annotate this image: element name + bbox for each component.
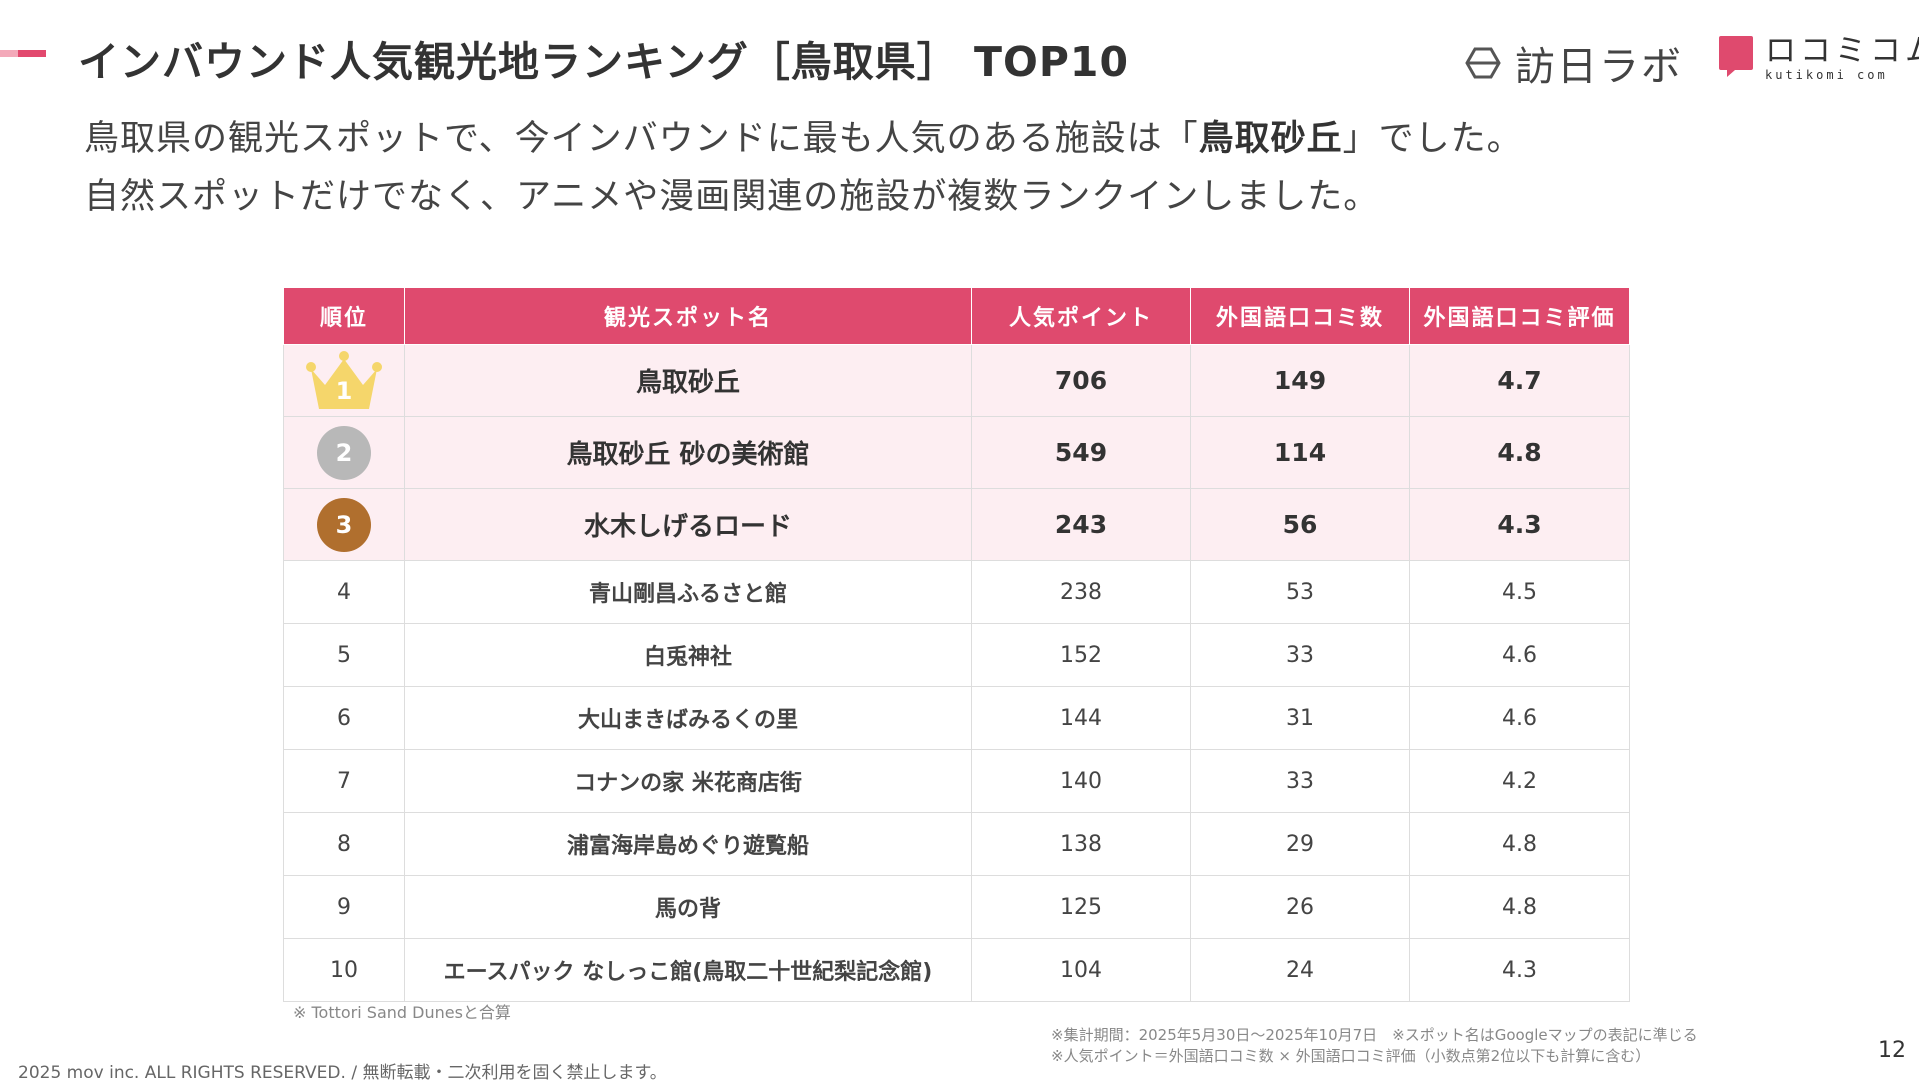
- summary-text: 鳥取県の観光スポットで、今インバウンドに最も人気のある施設は「鳥取砂丘」でした。…: [84, 110, 1523, 226]
- silver-badge-icon: 2: [317, 425, 371, 480]
- kutikomi-logo-text: ロコミコム: [1765, 33, 1919, 69]
- rating-value: 4.6: [1409, 686, 1630, 750]
- rank-cell: 6: [283, 686, 405, 750]
- header-points: 人気ポイント: [971, 287, 1191, 345]
- rating-value: 4.3: [1409, 488, 1630, 561]
- review-count-value: 56: [1190, 488, 1410, 561]
- review-count-value: 33: [1190, 749, 1410, 813]
- rank-cell: 7: [283, 749, 405, 813]
- rating-value: 4.5: [1409, 560, 1630, 624]
- kutikomi-logo-subtext: kutikomi com: [1765, 68, 1888, 82]
- rating-value: 4.7: [1409, 344, 1630, 417]
- summary-line-1-after: 」でした。: [1342, 119, 1523, 159]
- bronze-badge-icon: 3: [317, 497, 371, 552]
- review-count-value: 33: [1190, 623, 1410, 687]
- spot-name: エースパック なしっこ館(鳥取二十世紀梨記念館): [404, 938, 972, 1002]
- period-note: ※集計期間：2025年5月30日〜2025年10月7日 ※スポット名はGoogl…: [1051, 1026, 1698, 1044]
- spot-name: 浦富海岸島めぐり遊覧船: [404, 812, 972, 876]
- method-notes: ※集計期間：2025年5月30日〜2025年10月7日 ※スポット名はGoogl…: [1051, 1025, 1698, 1067]
- table-row: 9 馬の背 125 26 4.8: [283, 875, 1630, 939]
- review-count-value: 24: [1190, 938, 1410, 1002]
- points-value: 238: [971, 560, 1191, 624]
- summary-line-1: 鳥取県の観光スポットで、今インバウンドに最も人気のある施設は「鳥取砂丘」でした。: [84, 110, 1523, 168]
- rank-cell: 2: [283, 416, 405, 489]
- review-count-value: 29: [1190, 812, 1410, 876]
- rating-value: 4.8: [1409, 812, 1630, 876]
- crown-icon: 1: [305, 350, 383, 411]
- table-row: 8 浦富海岸島めぐり遊覧船 138 29 4.8: [283, 812, 1630, 876]
- spot-name: 白兎神社: [404, 623, 972, 687]
- points-value: 144: [971, 686, 1191, 750]
- houjin-labo-logo-text: 訪日ラボ: [1515, 44, 1683, 90]
- rank-number: 1: [335, 376, 353, 405]
- copyright: 2025 mov inc. ALL RIGHTS RESERVED. / 無断転…: [18, 1063, 667, 1083]
- header-rank: 順位: [283, 287, 405, 345]
- points-value: 152: [971, 623, 1191, 687]
- table-row: 7 コナンの家 米花商店街 140 33 4.2: [283, 749, 1630, 813]
- rating-value: 4.8: [1409, 416, 1630, 489]
- points-value: 104: [971, 938, 1191, 1002]
- header-review-rating: 外国語口コミ評価: [1409, 287, 1630, 345]
- points-value: 243: [971, 488, 1191, 561]
- review-count-value: 149: [1190, 344, 1410, 417]
- summary-line-1-before: 鳥取県の観光スポットで、今インバウンドに最も人気のある施設は「: [84, 119, 1199, 159]
- page-number: 12: [1878, 1038, 1906, 1063]
- review-count-value: 114: [1190, 416, 1410, 489]
- points-value: 140: [971, 749, 1191, 813]
- review-count-value: 53: [1190, 560, 1410, 624]
- table-row: 6 大山まきばみるくの里 144 31 4.6: [283, 686, 1630, 750]
- table-row: 1 鳥取砂丘 706 149 4.7: [283, 344, 1630, 417]
- houjin-labo-logo-icon: [1465, 47, 1501, 79]
- spot-name: コナンの家 米花商店街: [404, 749, 972, 813]
- spot-name: 馬の背: [404, 875, 972, 939]
- review-count-value: 31: [1190, 686, 1410, 750]
- rank-cell: 8: [283, 812, 405, 876]
- spot-name: 水木しげるロード: [404, 488, 972, 561]
- rating-value: 4.3: [1409, 938, 1630, 1002]
- kutikomi-logo: ロコミコム kutikomi com: [1717, 34, 1919, 82]
- points-value: 549: [971, 416, 1191, 489]
- rank-cell: 10: [283, 938, 405, 1002]
- rank-cell: 9: [283, 875, 405, 939]
- accent-bar: [0, 50, 46, 57]
- table-row: 3 水木しげるロード 243 56 4.3: [283, 488, 1630, 561]
- table-header-row: 順位 観光スポット名 人気ポイント 外国語口コミ数 外国語口コミ評価: [283, 287, 1630, 345]
- formula-note: ※人気ポイント＝外国語口コミ数 × 外国語口コミ評価（小数点第2位以下も計算に含…: [1051, 1047, 1651, 1065]
- rank-cell: 5: [283, 623, 405, 687]
- page-title: インバウンド人気観光地ランキング［鳥取県］ TOP10: [78, 38, 1129, 86]
- spot-name: 青山剛昌ふるさと館: [404, 560, 972, 624]
- houjin-labo-logo: 訪日ラボ: [1463, 34, 1683, 92]
- table-footnote: ※ Tottori Sand Dunesと合算: [293, 1003, 511, 1022]
- rating-value: 4.8: [1409, 875, 1630, 939]
- spot-name: 鳥取砂丘: [404, 344, 972, 417]
- table-row: 2 鳥取砂丘 砂の美術館 549 114 4.8: [283, 416, 1630, 489]
- summary-line-2: 自然スポットだけでなく、アニメや漫画関連の施設が複数ランクインしました。: [84, 177, 1380, 217]
- spot-name: 大山まきばみるくの里: [404, 686, 972, 750]
- ranking-table: 順位 観光スポット名 人気ポイント 外国語口コミ数 外国語口コミ評価 1 鳥: [283, 287, 1630, 1002]
- spot-name: 鳥取砂丘 砂の美術館: [404, 416, 972, 489]
- table-row: 10 エースパック なしっこ館(鳥取二十世紀梨記念館) 104 24 4.3: [283, 938, 1630, 1002]
- summary-highlight: 鳥取砂丘: [1198, 119, 1343, 159]
- kutikomi-logo-icon: [1719, 36, 1753, 77]
- rating-value: 4.2: [1409, 749, 1630, 813]
- points-value: 138: [971, 812, 1191, 876]
- table-row: 4 青山剛昌ふるさと館 238 53 4.5: [283, 560, 1630, 624]
- rank-cell: 4: [283, 560, 405, 624]
- table-row: 5 白兎神社 152 33 4.6: [283, 623, 1630, 687]
- header-spot-name: 観光スポット名: [404, 287, 972, 345]
- rating-value: 4.6: [1409, 623, 1630, 687]
- rank-cell: 3: [283, 488, 405, 561]
- rank-cell: 1: [283, 344, 405, 417]
- review-count-value: 26: [1190, 875, 1410, 939]
- points-value: 706: [971, 344, 1191, 417]
- header-review-count: 外国語口コミ数: [1190, 287, 1410, 345]
- points-value: 125: [971, 875, 1191, 939]
